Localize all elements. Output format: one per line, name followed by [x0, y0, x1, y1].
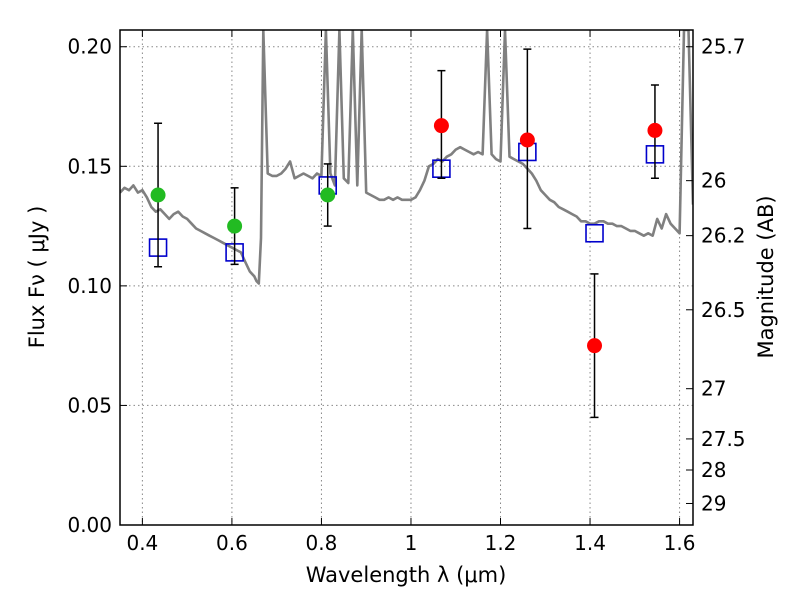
observed-point	[227, 218, 243, 234]
right-tick-label: 26.2	[701, 224, 746, 248]
observed-point	[320, 187, 336, 203]
y-tick-label: 0.20	[67, 35, 112, 59]
y-tick-label: 0.00	[67, 513, 112, 537]
y-axis-label: Flux Fν ( μJy )	[25, 206, 49, 349]
observed-point	[150, 187, 166, 203]
right-tick-label: 26.5	[701, 298, 746, 322]
axis-ticks: 0.4 0.6 0.8 1 1.2 1.4 1.6 0.00 0.05 0.10 0.15 0.20 2…	[67, 30, 746, 555]
observed-point	[647, 122, 663, 138]
y-tick-label: 0.10	[67, 274, 112, 298]
x-tick-label: 0.4	[126, 531, 158, 555]
observed-point	[519, 132, 535, 148]
x-tick-label: 0.8	[306, 531, 338, 555]
right-tick-label: 27	[701, 377, 726, 401]
x-axis-label: Wavelength λ (μm)	[306, 563, 507, 587]
plot-data	[120, 30, 693, 419]
x-tick-label: 1	[405, 531, 418, 555]
right-tick-label: 28	[701, 458, 726, 482]
model-band-square	[585, 223, 604, 243]
grid-lines	[120, 30, 693, 526]
y-tick-label: 0.05	[67, 393, 112, 417]
observed-point	[587, 338, 603, 354]
x-tick-label: 1.6	[664, 531, 696, 555]
right-axis-label: Magnitude (AB)	[754, 195, 778, 358]
plot-frame	[119, 29, 694, 526]
x-tick-label: 0.6	[216, 531, 248, 555]
observed-point	[433, 118, 449, 134]
model-spectrum-line	[120, 30, 693, 285]
x-tick-label: 1.4	[574, 531, 606, 555]
right-tick-label: 29	[701, 491, 726, 515]
x-tick-label: 1.2	[485, 531, 517, 555]
right-tick-label: 25.7	[701, 35, 746, 59]
y-tick-label: 0.15	[67, 154, 112, 178]
right-tick-label: 27.5	[701, 427, 746, 451]
right-tick-label: 26	[701, 169, 726, 193]
